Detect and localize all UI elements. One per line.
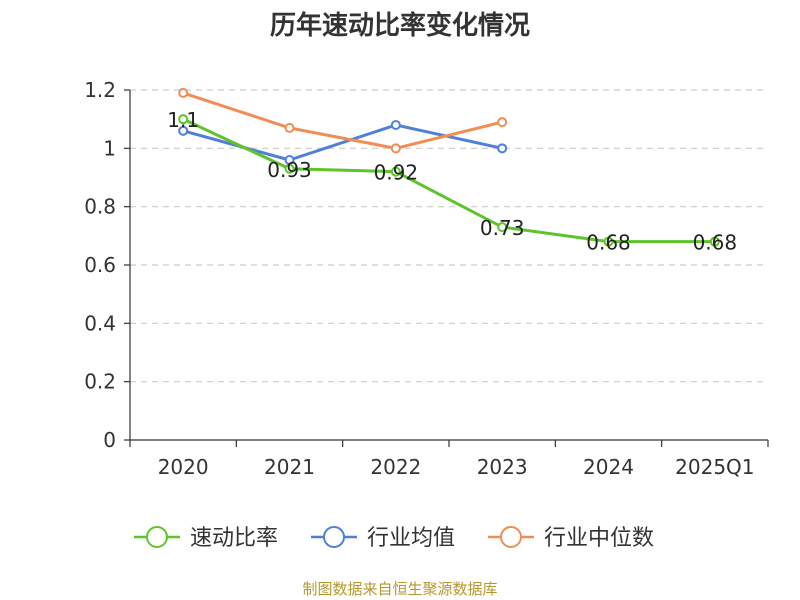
x-tick-label: 2021 — [264, 455, 315, 479]
data-point — [603, 236, 614, 247]
legend-marker — [323, 526, 345, 548]
legend-marker — [500, 526, 522, 548]
x-tick-label: 2023 — [477, 455, 528, 479]
data-point — [497, 143, 508, 154]
axes: 0 0.2 0.4 0.6 0.8 1 1.2 2020 2021 2022 2023 2024 202… — [84, 78, 769, 479]
source-note: 制图数据来自恒生聚源数据库 — [302, 580, 497, 598]
legend-label: 速动比率 — [190, 526, 278, 551]
data-label: 0.93 — [267, 158, 312, 182]
series-layer: 1.1 0.93 0.92 0.73 0.68 0.68 — [167, 87, 738, 255]
series-line — [182, 91, 503, 150]
legend-label: 行业均值 — [367, 526, 455, 551]
data-label: 0.68 — [693, 231, 738, 255]
legend: 速动比率 行业均值 行业中位数 — [134, 526, 654, 551]
chart-title: 历年速动比率变化情况 — [270, 10, 530, 41]
data-point — [497, 222, 508, 233]
x-tick-label: 2020 — [158, 455, 209, 479]
y-tick-label: 0.8 — [84, 195, 116, 219]
x-tick-label: 2024 — [583, 455, 634, 479]
data-point — [284, 122, 295, 133]
data-point — [284, 163, 295, 174]
data-point — [497, 117, 508, 128]
y-tick-label: 0.4 — [84, 311, 116, 335]
x-tick-label: 2022 — [370, 455, 421, 479]
legend-marker — [146, 526, 168, 548]
y-tick-label: 0.2 — [84, 370, 116, 394]
data-point — [178, 114, 189, 125]
data-point — [390, 120, 401, 130]
data-label: 0.68 — [586, 231, 631, 255]
data-point — [178, 87, 189, 98]
x-tick-label: 2025Q1 — [675, 455, 754, 479]
data-label: 0.92 — [374, 161, 419, 185]
data-point — [390, 143, 401, 154]
y-tick-label: 0 — [103, 428, 116, 452]
series-line — [182, 117, 715, 244]
legend-label: 行业中位数 — [544, 526, 654, 551]
grid-lines — [130, 89, 768, 383]
data-point — [709, 236, 720, 247]
y-tick-label: 1.2 — [84, 78, 116, 102]
data-point — [178, 125, 189, 136]
data-point — [390, 166, 401, 177]
y-tick-label: 0.6 — [84, 253, 116, 277]
y-tick-label: 1 — [103, 136, 116, 160]
data-label: 1.1 — [167, 108, 199, 132]
data-label: 0.73 — [480, 216, 525, 240]
